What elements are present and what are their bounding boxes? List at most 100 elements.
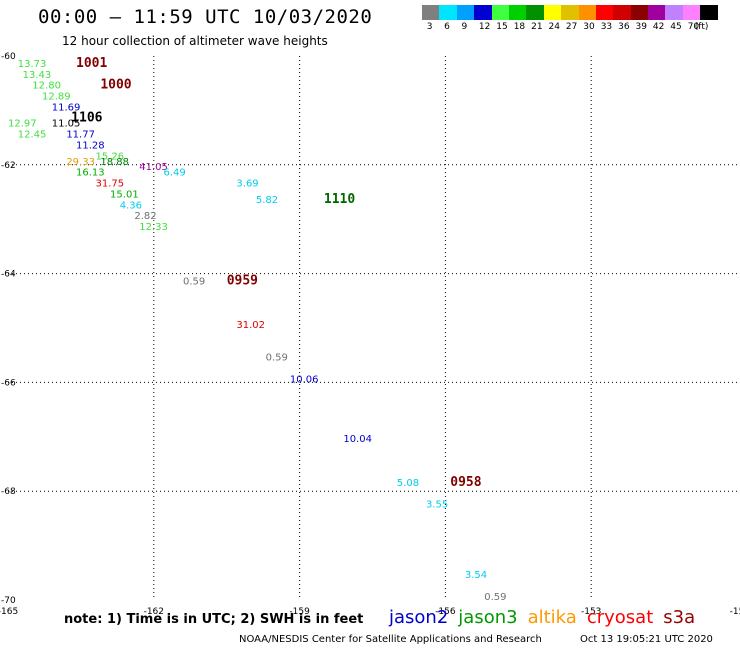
wave-height-point: 4.36 (120, 200, 142, 211)
credit-line: NOAA/NESDIS Center for Satellite Applica… (239, 634, 542, 645)
legend-tick-label: 30 (583, 22, 595, 32)
wave-height-point: 6.49 (164, 168, 186, 179)
wave-height-point: 5.08 (397, 478, 419, 489)
x-tick-label: -15 (730, 607, 740, 617)
y-tick-label: -64 (1, 270, 16, 280)
legend-swatch (491, 5, 509, 20)
y-tick-label: -68 (1, 487, 16, 497)
legend-swatch (439, 5, 457, 20)
pass-time-label: 1106 (71, 110, 102, 125)
footnote: note: 1) Time is in UTC; 2) SWH is in fe… (64, 612, 364, 627)
legend-swatch (682, 5, 701, 20)
wave-height-point: 18.88 (100, 157, 129, 168)
y-tick-label: -70 (1, 596, 16, 606)
wave-height-point: 2.82 (134, 211, 156, 222)
legend-tick-label: 9 (461, 22, 468, 32)
legend-tick-label: 6 (444, 22, 450, 32)
wave-height-point: 0.59 (484, 592, 506, 603)
legend-tick-label: 15 (496, 22, 508, 32)
legend-tick-label: 3 (426, 22, 433, 32)
x-tick-label: -162 (144, 607, 164, 617)
legend-tick-label: 70 (687, 22, 700, 32)
wave-height-point: 10.04 (343, 434, 372, 445)
grid-lines (8, 56, 737, 600)
legend-swatch (595, 5, 614, 20)
legend-swatch (474, 5, 492, 20)
wave-height-point: 3.55 (426, 500, 448, 511)
wave-height-point: 12.80 (32, 81, 61, 92)
wave-height-point: 29.33 (66, 157, 95, 168)
legend-tick-label: 36 (618, 22, 630, 32)
wave-height-point: 0.59 (266, 353, 288, 364)
legend-tick-label: 42 (652, 22, 665, 32)
legend-swatch (422, 5, 440, 20)
wave-height-point: 3.69 (236, 179, 258, 190)
wave-height-point: 12.45 (18, 130, 47, 141)
mission-label: jason2 (389, 607, 449, 628)
legend-tick-label: 21 (531, 22, 543, 32)
mission-legend: jason2 jason3 altika cryosat s3a (389, 607, 705, 628)
wave-height-point: 11.05 (52, 119, 81, 130)
pass-time-label: 1001 (76, 56, 107, 71)
legend-tick-label: 24 (548, 22, 560, 32)
legend-tick-label: 27 (565, 22, 578, 32)
wave-height-point: 16.13 (76, 168, 105, 179)
y-tick-label: -66 (1, 378, 16, 388)
mission-label: cryosat (586, 607, 654, 628)
wave-height-point: 11.28 (76, 140, 105, 151)
wave-height-point: 0.59 (183, 276, 205, 287)
color-scale-labels: 3 6 9 12 15 18 21 24 27 30 33 36 39 42 45 70 (ft) (422, 22, 740, 34)
legend-swatch (665, 5, 683, 20)
color-scale-legend (422, 5, 718, 20)
wave-height-point: 12.89 (42, 92, 71, 103)
wave-height-point: 15.26 (95, 151, 124, 162)
x-tick-label: -153 (581, 607, 601, 617)
legend-swatch (700, 5, 718, 20)
wave-height-point: 31.75 (95, 179, 124, 190)
legend-swatch (543, 5, 562, 20)
wave-height-point: 11.69 (52, 102, 81, 113)
mission-label: s3a (663, 607, 696, 628)
chart-subtitle: 12 hour collection of altimeter wave hei… (62, 34, 328, 48)
wave-height-point: 13.73 (18, 59, 47, 70)
legend-swatch (561, 5, 579, 20)
y-tick-label: -60 (1, 52, 16, 62)
legend-swatch (630, 5, 649, 20)
pass-time-label: 0958 (450, 475, 481, 490)
wave-height-point: 12.33 (139, 222, 168, 233)
legend-tick-label: 39 (635, 22, 647, 32)
wave-height-point: 3.54 (465, 570, 487, 581)
x-tick-label: -165 (0, 607, 18, 617)
wave-height-point: 12.97 (8, 119, 37, 130)
legend-tick-label: 45 (670, 22, 682, 32)
wave-height-point: 31.02 (236, 320, 265, 331)
legend-swatch (648, 5, 666, 20)
y-tick-label: -62 (1, 161, 16, 171)
pass-time-label: 1110 (324, 192, 355, 207)
axes: -165 -162 -159 -156 -153 -15 -60 -62 -64 -66 -68 -7… (0, 52, 740, 617)
legend-swatch (613, 5, 631, 20)
legend-tick-label: 18 (513, 22, 526, 32)
generated-timestamp: Oct 13 19:05:21 UTC 2020 (580, 634, 713, 645)
x-tick-label: -156 (435, 607, 456, 617)
chart-title: 00:00 — 11:59 UTC 10/03/2020 (38, 6, 373, 28)
wave-height-point: 11.77 (66, 130, 95, 141)
wave-height-point: 5.82 (256, 195, 278, 206)
pass-time-label: 0959 (227, 273, 258, 288)
legend-swatch (508, 5, 527, 20)
legend-swatch (526, 5, 544, 20)
wave-height-point: 13.43 (23, 70, 52, 81)
wave-height-point: 41.05 (139, 162, 168, 173)
wave-height-point: 15.01 (110, 189, 139, 200)
legend-swatch (578, 5, 596, 20)
legend-swatch (456, 5, 475, 20)
mission-label: jason3 (458, 607, 518, 628)
legend-unit: (ft) (694, 22, 709, 32)
legend-tick-label: 12 (478, 22, 491, 32)
legend-tick-label: 33 (600, 22, 613, 32)
pass-time-label: 1000 (100, 78, 131, 93)
x-tick-label: -159 (289, 607, 310, 617)
mission-label: altika (527, 607, 577, 628)
